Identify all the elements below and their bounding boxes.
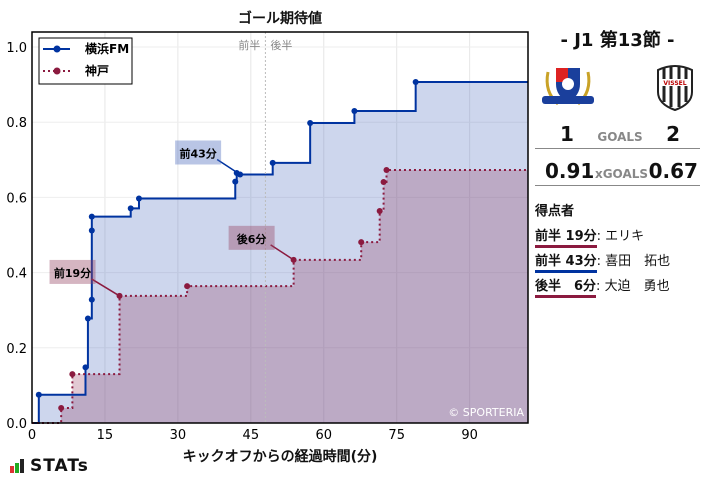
- yokohama-crest-icon: [542, 68, 594, 106]
- watermark: © SPORTERIA: [448, 406, 524, 419]
- x-tick-label: 0: [28, 428, 36, 443]
- data-point: [351, 107, 358, 114]
- annotation-box: [175, 140, 222, 165]
- chart-title: ゴール期待値: [238, 11, 322, 27]
- legend-box: [38, 37, 133, 85]
- annotation-arrow: [216, 158, 241, 176]
- scorer-time: 前半 19分: [535, 229, 597, 248]
- match-panel: - J1 第13節 - VISSEL 1 GOALS 2 0.91 xGOALS…: [535, 26, 700, 300]
- legend-label: 横浜FM: [85, 41, 129, 56]
- data-point: [58, 404, 65, 411]
- scorers-title: 得点者: [535, 204, 575, 219]
- data-point: [127, 205, 134, 212]
- data-point: [383, 166, 390, 173]
- round-title: - J1 第13節 -: [560, 30, 675, 51]
- y-tick-label: 0.8: [6, 116, 27, 131]
- x-tick-label: 75: [388, 428, 405, 443]
- legend-marker: [53, 45, 61, 53]
- xg-label: xGOALS: [594, 167, 649, 181]
- legend-label: 神戸: [85, 63, 109, 78]
- data-point: [380, 179, 387, 186]
- annotation-box: [49, 259, 96, 284]
- away-xg: 0.67: [648, 159, 698, 183]
- series-area: [32, 82, 528, 424]
- data-point: [376, 207, 383, 214]
- data-point: [88, 213, 95, 220]
- x-tick-label: 90: [461, 428, 478, 443]
- annotation-label: 後6分: [237, 232, 267, 246]
- data-point: [269, 159, 276, 166]
- annotation-arrow: [270, 244, 295, 261]
- legend-marker: [53, 67, 61, 75]
- home-goals: 1: [560, 122, 574, 146]
- brand-name: STATs: [30, 456, 89, 476]
- x-tick-label: 60: [315, 428, 332, 443]
- x-axis-label: キックオフからの経過時間(分): [182, 449, 378, 465]
- y-tick-label: 1.0: [6, 41, 27, 56]
- data-point: [88, 296, 95, 303]
- home-xg: 0.91: [545, 159, 595, 183]
- x-tick-label: 15: [97, 428, 114, 443]
- scorer-item: 前半 43分: 喜田 拓也: [535, 250, 700, 273]
- data-point: [82, 364, 89, 371]
- scorer-name: 喜田 拓也: [605, 254, 671, 269]
- annotation-label: 前43分: [179, 146, 216, 160]
- data-point: [84, 315, 91, 322]
- plot-frame: [31, 31, 529, 424]
- data-point: [69, 371, 76, 378]
- away-goals: 2: [666, 122, 680, 146]
- xg-row: 0.91 xGOALS 0.67: [535, 159, 700, 186]
- y-tick-label: 0.0: [6, 417, 27, 432]
- data-point: [232, 178, 239, 185]
- legend: 横浜FM 神戸: [38, 37, 133, 85]
- goals-row: 1 GOALS 2: [535, 122, 700, 149]
- x-tick-label: 45: [243, 428, 260, 443]
- halftime-label: 前半: [238, 38, 260, 52]
- bar-chart-icon: [10, 459, 24, 473]
- data-point: [412, 79, 419, 86]
- scorers-list: 得点者 前半 19分: エリキ 前半 43分: 喜田 拓也 後半 6分: 大迫 …: [535, 200, 700, 298]
- data-point: [358, 239, 365, 246]
- halftime-label: 後半: [270, 38, 292, 52]
- data-point: [307, 119, 314, 126]
- x-tick-label: 30: [170, 428, 187, 443]
- annotation-box: [228, 225, 275, 250]
- data-point: [35, 391, 42, 398]
- series-area: [32, 169, 528, 423]
- annotation-arrow: [91, 278, 120, 297]
- scorer-name: エリキ: [605, 229, 645, 244]
- svg-text:VISSEL: VISSEL: [663, 80, 686, 87]
- y-tick-label: 0.2: [6, 342, 27, 357]
- scorer-time: 前半 43分: [535, 254, 597, 273]
- y-tick-label: 0.6: [6, 191, 27, 206]
- y-tick-label: 0.4: [6, 267, 27, 282]
- scorer-time: 後半 6分: [535, 279, 597, 298]
- goals-label: GOALS: [597, 130, 643, 144]
- scorer-name: 大迫 勇也: [604, 279, 670, 294]
- series-line: [32, 168, 528, 424]
- scorer-item: 後半 6分: 大迫 勇也: [535, 275, 700, 298]
- data-point: [88, 227, 95, 234]
- annotation-label: 前19分: [54, 266, 91, 280]
- stats-logo: STATs: [10, 456, 89, 476]
- data-point: [135, 195, 142, 202]
- data-point: [184, 283, 191, 290]
- vissel-crest-icon: VISSEL: [657, 65, 693, 112]
- scorer-item: 前半 19分: エリキ: [535, 225, 700, 248]
